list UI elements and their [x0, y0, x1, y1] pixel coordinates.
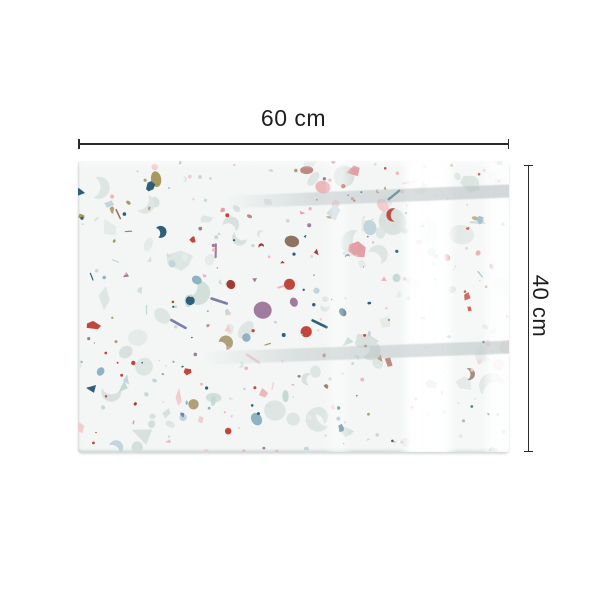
- height-dimension-line: [527, 165, 529, 452]
- width-dimension-label: 60 cm: [260, 105, 327, 131]
- width-dimension-line: [78, 143, 509, 145]
- height-dimension-label: 40 cm: [528, 274, 553, 338]
- width-dimension-tick-left: [78, 139, 80, 149]
- terrazzo-pattern: [78, 161, 509, 452]
- height-dimension-tick-top: [523, 164, 533, 166]
- glass-splashback-panel: [78, 161, 509, 452]
- width-dimension-tick-right: [507, 139, 509, 149]
- height-dimension-tick-bottom: [523, 450, 533, 452]
